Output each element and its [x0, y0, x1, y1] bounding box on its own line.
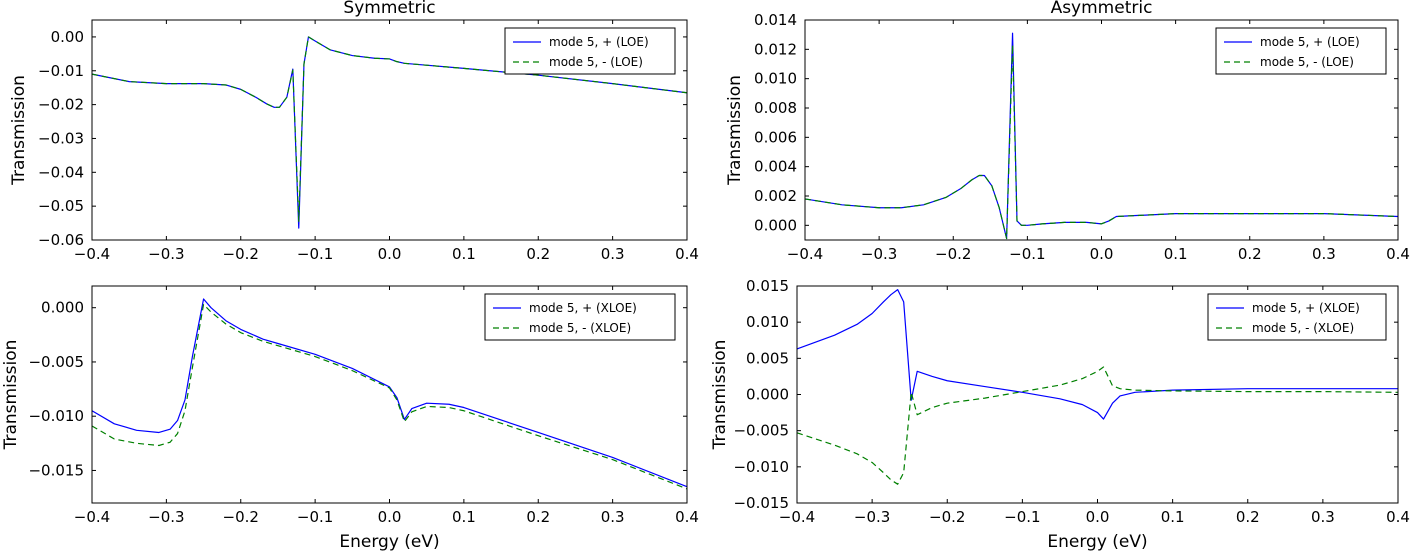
- x-tick-label: 0.3: [1311, 508, 1335, 526]
- x-tick-label: 0.1: [452, 245, 476, 263]
- legend-label-plus: mode 5, + (XLOE): [1252, 301, 1360, 315]
- y-tick-label: −0.02: [38, 96, 84, 114]
- y-tick-label: −0.04: [38, 163, 84, 181]
- x-tick-label: −0.2: [929, 508, 965, 526]
- series-line-plus: [796, 289, 1398, 420]
- y-tick-label: −0.015: [733, 494, 789, 512]
- legend-label-plus: mode 5, + (XLOE): [529, 301, 637, 315]
- legend-label-plus: mode 5, + (LOE): [549, 35, 649, 49]
- y-tick-label: 0.008: [754, 99, 797, 117]
- legend-box: [1215, 27, 1387, 75]
- x-tick-label: −0.4: [779, 508, 815, 526]
- x-tick-label: 0.0: [378, 245, 402, 263]
- chart-top-right: −0.4 −0.3 −0.2 −0.1 0.0 0.1 0.2 0.3 0.4 0.000 0.00…: [725, 0, 1410, 263]
- series-line-minus: [91, 303, 688, 490]
- y-axis-label: Transmission: [710, 340, 730, 451]
- x-tick-label: 0.1: [452, 508, 476, 526]
- legend-label-minus: mode 5, - (LOE): [549, 55, 643, 69]
- y-tick-label: 0.014: [754, 11, 797, 29]
- y-tick-label: 0.010: [746, 313, 789, 331]
- y-tick-label: −0.010: [28, 407, 84, 425]
- y-tick-label: 0.012: [754, 40, 797, 58]
- x-tick-label: −0.1: [1004, 508, 1040, 526]
- y-tick-label: −0.015: [28, 461, 84, 479]
- legend-label-minus: mode 5, - (XLOE): [529, 321, 631, 335]
- x-axis-label: Energy (eV): [339, 532, 439, 552]
- x-tick-label: −0.2: [223, 508, 259, 526]
- chart-title: Symmetric: [343, 0, 435, 18]
- x-tick-label: 0.2: [526, 508, 550, 526]
- y-tick-label: 0.00: [51, 28, 84, 46]
- chart-bottom-right: −0.4 −0.3 −0.2 −0.1 0.0 0.1 0.2 0.3 0.4 −0.015 −0.…: [710, 277, 1410, 552]
- y-tick-label: 0.015: [746, 277, 789, 295]
- x-tick-label: 0.0: [1090, 245, 1114, 263]
- y-axis-label: Transmission: [1, 340, 21, 451]
- series-line-minus: [804, 44, 1399, 240]
- y-tick-label: 0.002: [754, 187, 797, 205]
- x-axis-label: Energy (eV): [1047, 532, 1147, 552]
- y-tick-label: 0.005: [746, 349, 789, 367]
- x-tick-label: −0.4: [787, 245, 823, 263]
- legend-box: [484, 293, 676, 341]
- legend-label-plus: mode 5, + (LOE): [1260, 35, 1360, 49]
- series-line-minus: [91, 36, 688, 222]
- legend-box: [1207, 293, 1387, 341]
- series-line-minus: [796, 366, 1399, 485]
- y-tick-label: 0.004: [754, 158, 797, 176]
- x-tick-label: 0.4: [1386, 508, 1410, 526]
- chart-top-left: −0.4 −0.3 −0.2 −0.1 0.0 0.1 0.2 0.3 0.4 −0.06 −0.0…: [9, 0, 699, 263]
- legend: mode 5, + (LOE) mode 5, - (LOE): [1215, 27, 1387, 75]
- legend: mode 5, + (XLOE) mode 5, - (XLOE): [484, 293, 676, 341]
- x-tick-label: −0.3: [148, 245, 184, 263]
- y-axis-label: Transmission: [725, 75, 745, 186]
- chart-bottom-left: −0.4 −0.3 −0.2 −0.1 0.0 0.1 0.2 0.3 0.4 −0.015 −0.…: [1, 285, 699, 552]
- x-tick-label: 0.1: [1164, 245, 1188, 263]
- x-tick-label: 0.3: [601, 245, 625, 263]
- y-axis-label: Transmission: [9, 75, 29, 186]
- x-tick-label: 0.0: [1086, 508, 1110, 526]
- y-tick-label: −0.05: [38, 197, 84, 215]
- x-tick-label: 0.2: [1236, 508, 1260, 526]
- legend: mode 5, + (LOE) mode 5, - (LOE): [504, 27, 676, 75]
- x-tick-label: −0.4: [74, 508, 110, 526]
- x-tick-label: 0.1: [1161, 508, 1185, 526]
- y-tick-label: −0.010: [733, 458, 789, 476]
- legend-label-minus: mode 5, - (XLOE): [1252, 321, 1354, 335]
- y-tick-label: −0.03: [38, 129, 84, 147]
- x-tick-label: 0.2: [526, 245, 550, 263]
- x-tick-label: 0.4: [675, 508, 699, 526]
- y-tick-label: 0.006: [754, 128, 797, 146]
- x-tick-label: 0.3: [1312, 245, 1336, 263]
- x-tick-label: −0.3: [861, 245, 897, 263]
- x-tick-label: −0.1: [1009, 245, 1045, 263]
- y-tick-label: −0.06: [38, 231, 84, 249]
- x-tick-label: 0.3: [601, 508, 625, 526]
- x-tick-label: −0.1: [297, 508, 333, 526]
- x-tick-label: −0.1: [297, 245, 333, 263]
- series-line-plus: [91, 298, 688, 488]
- legend: mode 5, + (XLOE) mode 5, - (XLOE): [1207, 293, 1387, 341]
- chart-title: Asymmetric: [1051, 0, 1153, 18]
- x-tick-label: 0.2: [1238, 245, 1262, 263]
- legend-label-minus: mode 5, - (LOE): [1260, 55, 1354, 69]
- y-tick-label: −0.005: [733, 422, 789, 440]
- x-tick-label: −0.2: [935, 245, 971, 263]
- y-tick-label: 0.000: [41, 299, 84, 317]
- y-tick-label: 0.000: [754, 216, 797, 234]
- x-tick-label: −0.4: [74, 245, 110, 263]
- y-tick-label: −0.005: [28, 353, 84, 371]
- x-tick-label: −0.2: [223, 245, 259, 263]
- x-tick-label: 0.4: [1386, 245, 1410, 263]
- legend-box: [504, 27, 676, 75]
- x-tick-label: 0.4: [675, 245, 699, 263]
- y-tick-label: −0.01: [38, 62, 84, 80]
- x-tick-label: 0.0: [378, 508, 402, 526]
- y-tick-label: 0.010: [754, 70, 797, 88]
- x-tick-label: −0.3: [148, 508, 184, 526]
- x-tick-label: −0.3: [854, 508, 890, 526]
- y-tick-label: 0.000: [746, 386, 789, 404]
